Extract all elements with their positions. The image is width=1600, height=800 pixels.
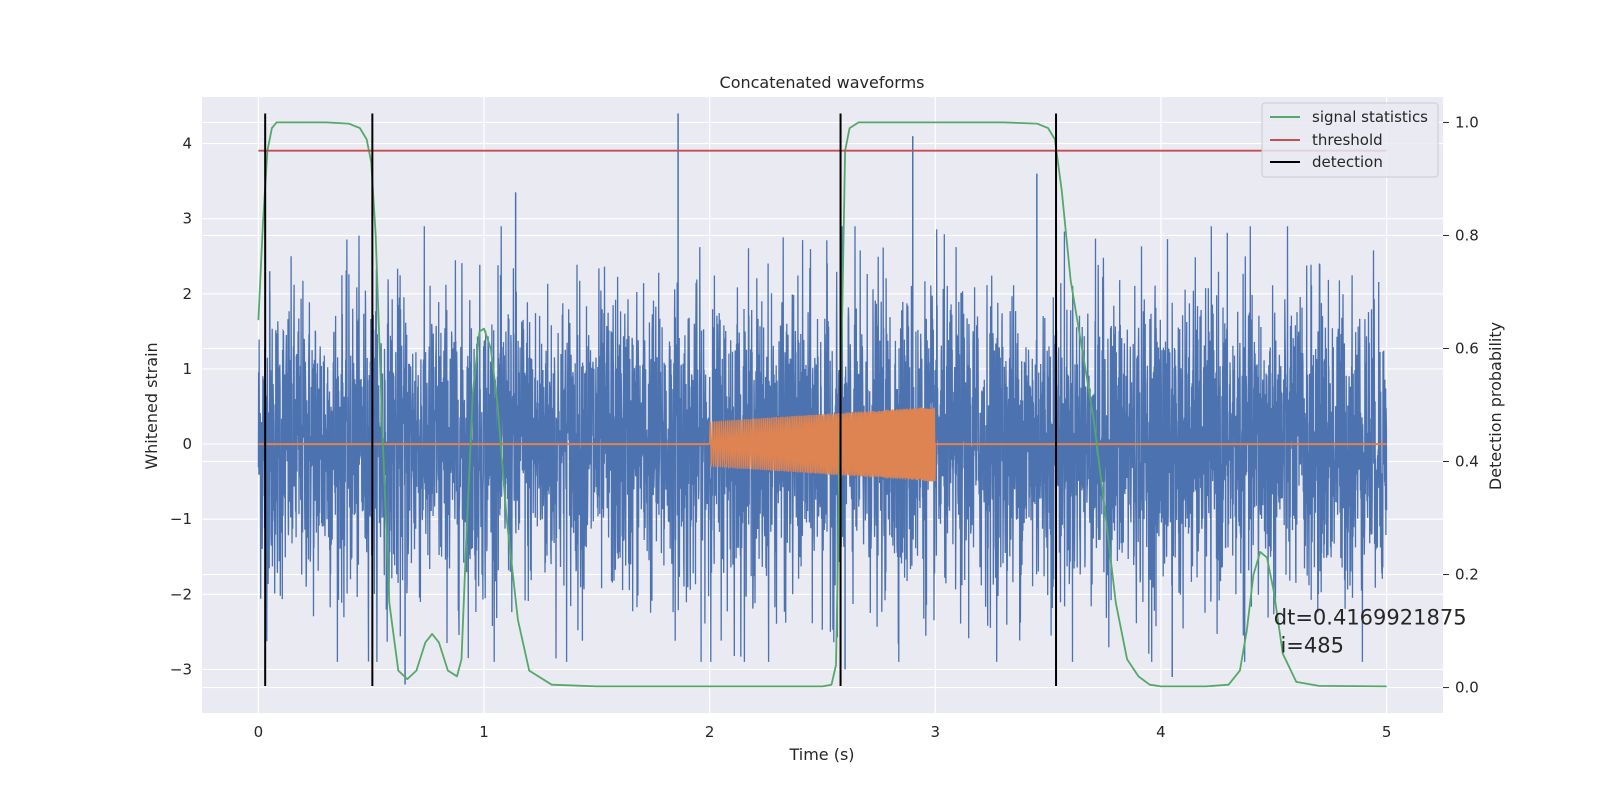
y-axis-title: Whitened strain [142, 342, 161, 469]
chart-title: Concatenated waveforms [720, 73, 925, 92]
series-line-injected-signal [709, 407, 936, 482]
y2-tick-label: 0.8 [1455, 226, 1479, 244]
tick-layer: 0 1 2 3 4 5 −3 −2 −1 0 1 2 3 4 0.0 0.2 0.4 0.6 0.8 1.0 [170, 113, 1479, 741]
annotation-dt: dt=0.4169921875 [1274, 605, 1467, 629]
legend-box [1261, 102, 1439, 178]
y-tick-label: −3 [170, 660, 192, 678]
y2-tick-label: 0.6 [1455, 339, 1479, 357]
y-tick-label: −1 [170, 510, 192, 528]
y2-tick-label: 0.2 [1455, 566, 1479, 584]
y-tick-label: −2 [170, 585, 192, 603]
y-tick-label: 1 [182, 360, 192, 378]
y2-axis-title: Detection probability [1486, 322, 1505, 490]
x-tick-label: 4 [1156, 723, 1166, 741]
y-tick-label: 0 [182, 435, 192, 453]
x-axis-title: Time (s) [788, 745, 854, 764]
annotation-index: i=485 [1274, 633, 1344, 657]
y2-tick-label: 0.0 [1455, 679, 1479, 697]
y2-tick-label: 0.4 [1455, 453, 1479, 471]
legend-label-signal-statistics: signal statistics [1312, 108, 1428, 126]
y-tick-label: 4 [182, 135, 192, 153]
x-tick-label: 0 [254, 723, 264, 741]
x-tick-label: 3 [931, 723, 941, 741]
y-tick-label: 3 [182, 210, 192, 228]
legend: signal statistics threshold detection [1261, 102, 1439, 178]
legend-label-detection: detection [1312, 153, 1383, 171]
legend-label-threshold: threshold [1312, 131, 1383, 149]
x-tick-label: 2 [705, 723, 715, 741]
x-tick-label: 5 [1382, 723, 1392, 741]
y2-tick-label: 1.0 [1455, 113, 1479, 131]
x-tick-label: 1 [479, 723, 489, 741]
series-line-signal-statistics [257, 121, 1387, 688]
series-layer [257, 113, 1388, 688]
y-tick-label: 2 [182, 285, 192, 303]
